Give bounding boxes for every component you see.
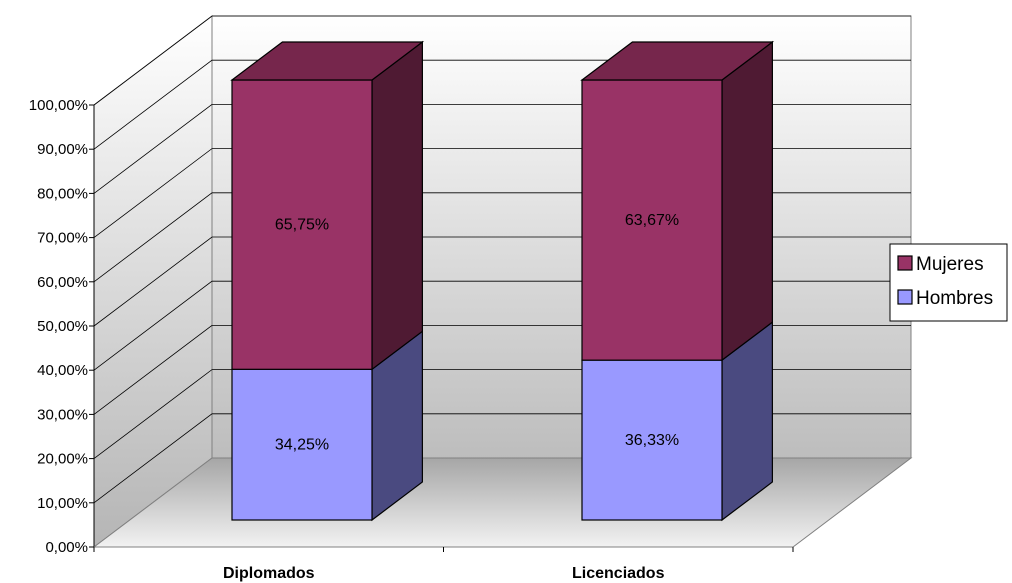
floor <box>92 457 913 548</box>
data-label: 63,67% <box>625 212 679 229</box>
data-label: 34,25% <box>275 437 329 454</box>
y-tick-label: 90,00% <box>37 141 88 158</box>
bars <box>230 40 775 522</box>
category-axis: Diplomados Licenciados <box>93 547 794 582</box>
data-label: 65,75% <box>275 217 329 234</box>
legend: Mujeres Hombres <box>889 243 1008 322</box>
bar-hombres <box>581 359 723 521</box>
gridline <box>93 15 911 106</box>
category-label: Diplomados <box>223 565 315 582</box>
y-tick-label: 40,00% <box>37 362 88 379</box>
legend-swatch <box>897 289 913 305</box>
data-label: 36,33% <box>625 432 679 449</box>
bar-top-mujeres <box>580 41 775 81</box>
legend-swatch <box>897 255 913 271</box>
y-tick-label: 10,00% <box>37 495 88 512</box>
y-tick-label: 60,00% <box>37 274 88 291</box>
bar-mujeres <box>231 79 373 370</box>
y-tick-label: 30,00% <box>37 406 88 423</box>
bar-side-mujeres <box>371 40 423 371</box>
y-tick-label: 80,00% <box>37 185 88 202</box>
y-tick-label: 50,00% <box>37 318 88 335</box>
y-tick-label: 70,00% <box>37 230 88 247</box>
bar-top-mujeres <box>230 41 425 81</box>
legend-label: Mujeres <box>916 254 984 275</box>
y-tick-label: 20,00% <box>37 451 88 468</box>
category-label: Licenciados <box>572 565 665 582</box>
data-labels: 34,25% 65,75% 36,33% 63,67% <box>275 212 679 454</box>
bar-hombres <box>231 368 373 521</box>
legend-label: Hombres <box>916 288 993 309</box>
y-tick-label: 100,00% <box>29 97 88 114</box>
bar-side-mujeres <box>721 40 773 362</box>
bar-mujeres <box>581 79 723 361</box>
value-axis: 0,00% 10,00% 20,00% 30,00% 40,00% 50,00% 60,00… <box>29 97 793 556</box>
y-tick-label: 0,00% <box>45 539 88 556</box>
